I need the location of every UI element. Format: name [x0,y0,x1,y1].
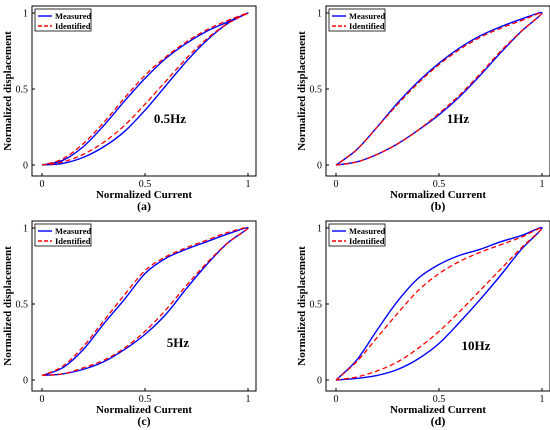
panel-label: (b) [431,199,446,213]
x-axis-label: Normalized Current [390,404,486,416]
legend-label-identified: Identified [349,21,385,31]
y-axis-label: Normalized displacement [2,246,14,366]
x-tick-label: 0 [40,179,45,190]
x-tick-label: 0.5 [433,179,446,190]
x-axis-label: Normalized Current [390,189,486,201]
y-tick-label: 0.5 [310,85,323,96]
y-axis-label: Normalized displacement [2,31,14,151]
y-tick-label: 1 [317,9,322,20]
x-tick-label: 1 [246,179,251,190]
panel-c: 0 0.5 1 0 0.5 1 Normalized Current Normalized d… [2,220,257,428]
legend-label-measured: Measured [55,11,91,21]
series-line-measured [41,227,249,377]
y-tick-label: 0.5 [310,300,323,311]
x-tick-label: 1 [540,179,545,190]
y-tick-label: 1 [23,224,28,235]
y-tick-label: 1 [317,224,322,235]
series-line-identified [335,12,543,166]
axes-frame [31,5,257,177]
y-tick-label: 0.5 [16,85,29,96]
panel-label: (d) [431,414,446,428]
frequency-annotation: 0.5Hz [154,111,186,126]
series-line-identified [41,226,249,377]
axes-frame [325,5,550,177]
axes-frame [325,220,550,392]
panel-a: 0 0.5 1 0 0.5 1 Normalized Current Normalized d… [2,5,257,213]
series-line-identified [41,12,249,166]
x-tick-label: 0 [334,394,339,405]
x-tick-label: 0.5 [139,394,152,405]
axes-frame [31,220,257,392]
frequency-annotation: 5Hz [167,335,190,350]
frequency-annotation: 1Hz [447,111,470,126]
legend-label-measured: Measured [349,226,385,236]
legend-label-measured: Measured [349,11,385,21]
y-tick-label: 0.5 [16,300,29,311]
series-line-measured [335,226,543,381]
x-tick-label: 0 [40,394,45,405]
y-axis-label: Normalized displacement [296,31,308,151]
legend-label-identified: Identified [55,236,91,246]
x-tick-label: 0.5 [139,179,152,190]
panel-b: 0 0.5 1 0 0.5 1 Normalized Current Normalized d… [296,5,550,213]
legend-box [328,223,386,247]
legend-label-identified: Identified [349,236,385,246]
legend-box [34,8,92,32]
y-tick-label: 0 [317,376,322,387]
y-tick-label: 0 [23,161,28,172]
panel-label: (c) [137,414,150,428]
legend-label-measured: Measured [55,226,91,236]
y-axis-label: Normalized displacement [296,246,308,366]
panel-d: 0 0.5 1 0 0.5 1 Normalized Current Normalized d… [296,220,550,428]
series-line-measured [335,11,543,166]
y-tick-label: 0 [317,161,322,172]
y-tick-label: 1 [23,9,28,20]
x-tick-label: 1 [246,394,251,405]
x-tick-label: 1 [540,394,545,405]
legend-label-identified: Identified [55,21,91,31]
legend-box [34,223,92,247]
series-line-measured [41,12,249,166]
frequency-annotation: 10Hz [462,338,491,353]
y-tick-label: 0 [23,376,28,387]
x-axis-label: Normalized Current [96,189,192,201]
panel-label: (a) [137,199,151,213]
x-tick-label: 0.5 [433,394,446,405]
x-tick-label: 0 [334,179,339,190]
x-axis-label: Normalized Current [96,404,192,416]
series-line-identified [335,227,543,381]
legend-box [328,8,386,32]
